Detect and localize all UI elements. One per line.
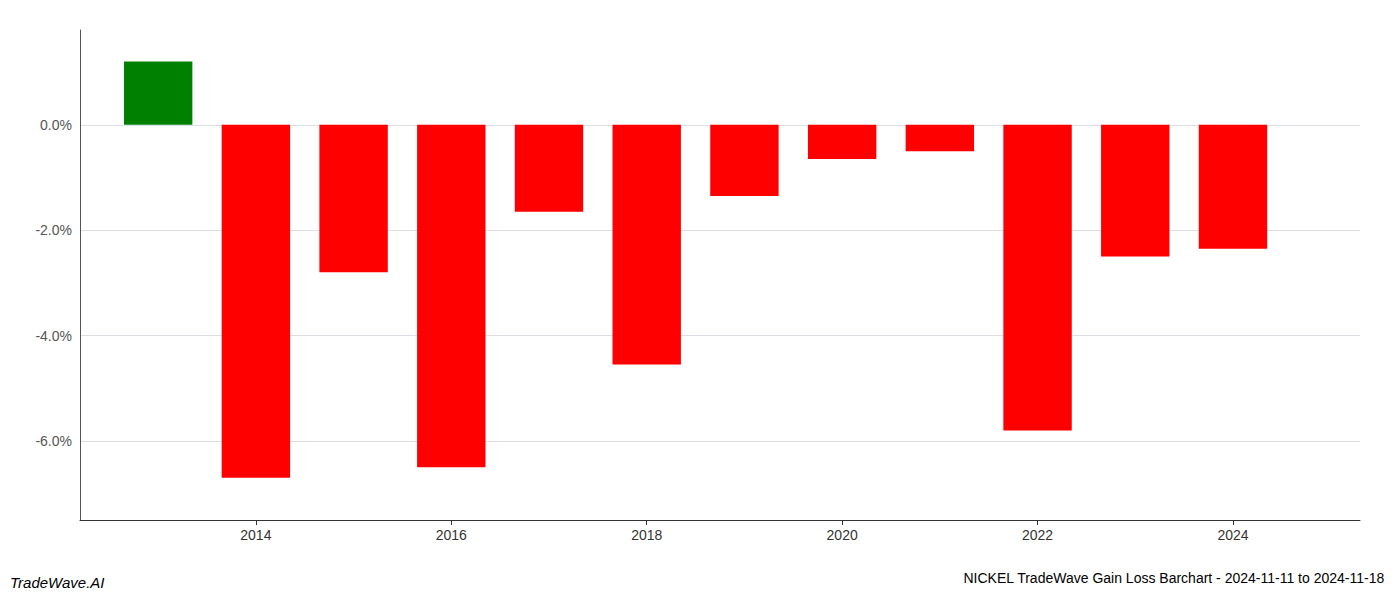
svg-text:-4.0%: -4.0% bbox=[35, 328, 72, 344]
svg-text:2022: 2022 bbox=[1022, 527, 1053, 543]
svg-text:2020: 2020 bbox=[827, 527, 858, 543]
svg-text:NICKEL TradeWave Gain Loss Bar: NICKEL TradeWave Gain Loss Barchart - 20… bbox=[963, 570, 1384, 586]
svg-text:-6.0%: -6.0% bbox=[35, 433, 72, 449]
svg-text:2018: 2018 bbox=[631, 527, 662, 543]
svg-text:2024: 2024 bbox=[1217, 527, 1248, 543]
svg-text:0.0%: 0.0% bbox=[40, 117, 72, 133]
svg-text:2014: 2014 bbox=[240, 527, 271, 543]
svg-text:TradeWave.AI: TradeWave.AI bbox=[10, 574, 104, 591]
svg-text:-2.0%: -2.0% bbox=[35, 222, 72, 238]
svg-text:2016: 2016 bbox=[436, 527, 467, 543]
